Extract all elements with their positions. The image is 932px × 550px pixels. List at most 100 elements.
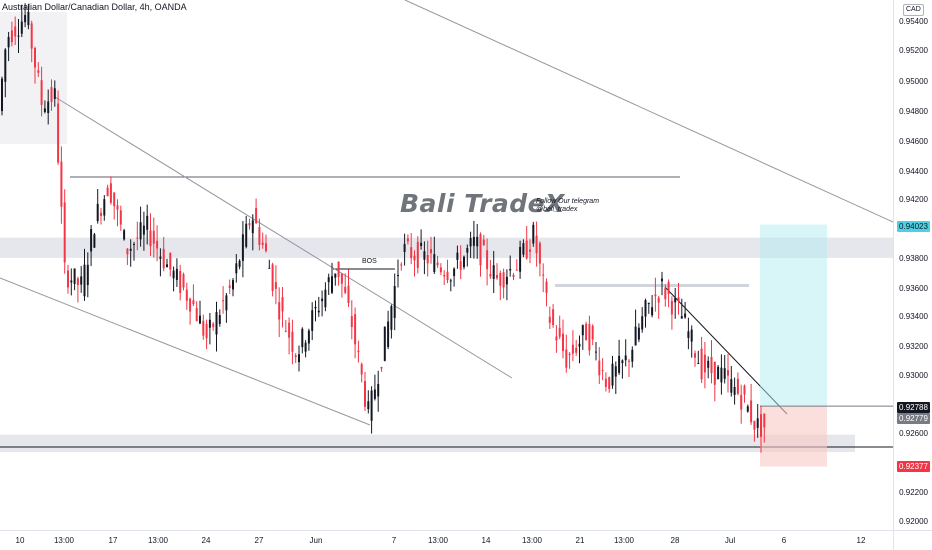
candle-body-up: [456, 252, 459, 260]
candle-body-down: [57, 103, 60, 163]
time-tick: 7: [391, 536, 397, 545]
candle-body-down: [670, 300, 673, 315]
candle-body-down: [542, 274, 545, 276]
candle-body-up: [331, 276, 333, 293]
candle-body-down: [558, 327, 561, 337]
candle-body-down: [763, 413, 766, 428]
candle-body-up: [644, 300, 647, 317]
candle-body-down: [76, 278, 79, 285]
candle-body-up: [476, 236, 479, 247]
price-tick: 0.95000: [899, 77, 928, 86]
candle-body-up: [687, 331, 690, 338]
candle-body-down: [37, 70, 40, 73]
candle-body-down: [525, 240, 528, 259]
time-tick: 21: [575, 536, 585, 545]
candle-body-up: [684, 313, 687, 318]
candle-body-down: [212, 323, 215, 328]
candle-body-down: [700, 348, 703, 380]
candle-body-down: [337, 261, 340, 277]
candle-body-down: [195, 308, 198, 321]
candle-body-down: [489, 273, 492, 277]
candle-body-up: [235, 263, 238, 274]
candle-body-down: [496, 275, 498, 279]
candle-body-up: [581, 325, 584, 336]
consolidation-box: [0, 12, 67, 144]
candle-body-down: [426, 254, 429, 264]
candle-body-down: [664, 288, 667, 300]
bid-price-tag: 0.92779: [897, 413, 930, 424]
candle-body-down: [443, 274, 446, 277]
candle-body-down: [60, 161, 63, 207]
time-tick: 12: [856, 536, 866, 545]
candle-body-down: [364, 381, 366, 407]
candle-body-down: [63, 202, 66, 263]
candle-body-up: [641, 316, 644, 330]
candle-body-down: [156, 240, 159, 249]
candle-body-down: [502, 272, 505, 288]
candle-body-down: [40, 80, 43, 105]
currency-badge[interactable]: CAD: [903, 4, 924, 16]
candle-body-down: [545, 281, 548, 293]
candle-body-up: [509, 269, 512, 271]
candle-body-down: [654, 294, 657, 297]
candle-body-up: [251, 220, 254, 234]
price-axis-border: [893, 0, 894, 550]
candle-body-up: [723, 368, 726, 379]
candle-body-up: [651, 307, 654, 316]
candle-body-down: [555, 336, 558, 341]
candle-body-down: [30, 23, 33, 49]
candle-body-down: [499, 272, 502, 286]
candle-body-down: [152, 230, 155, 244]
candle-body-up: [717, 366, 720, 380]
candle-body-up: [390, 306, 393, 330]
candle-body-down: [278, 302, 281, 320]
candle-body-up: [730, 379, 733, 393]
candle-body-up: [387, 321, 390, 348]
candle-body-down: [185, 289, 188, 301]
candle-body-up: [756, 418, 759, 428]
candle-body-up: [367, 401, 370, 410]
candle-body-down: [529, 249, 531, 252]
candle-body-down: [255, 208, 258, 224]
candle-body-down: [182, 274, 185, 288]
candle-body-up: [634, 326, 637, 346]
candle-body-down: [169, 252, 172, 270]
candle-body-up: [225, 295, 228, 311]
price-tick: 0.94800: [899, 107, 928, 116]
candle-body-up: [139, 222, 142, 240]
price-tick: 0.93200: [899, 342, 928, 351]
candle-body-up: [674, 298, 677, 303]
candle-body-up: [595, 351, 597, 353]
candle-body-up: [86, 264, 89, 286]
candle-body-up: [733, 387, 736, 395]
candle-body-down: [109, 183, 112, 203]
candle-body-down: [410, 247, 413, 259]
candle-body-down: [604, 378, 607, 387]
candle-body-up: [17, 35, 20, 37]
candle-body-up: [522, 243, 525, 255]
candle-body-up: [199, 315, 201, 324]
candle-body-down: [598, 360, 601, 376]
candle-body-up: [403, 243, 406, 252]
candle-body-up: [647, 303, 650, 305]
candle-body-up: [47, 101, 50, 114]
supply-zone: [0, 237, 893, 258]
price-tick: 0.93400: [899, 312, 928, 321]
candle-body-up: [43, 108, 46, 112]
candle-body-up: [631, 349, 634, 362]
candle-body-up: [334, 273, 337, 278]
candle-body-down: [189, 298, 192, 312]
candle-body-down: [258, 227, 261, 245]
price-tick: 0.92200: [899, 488, 928, 497]
candle-body-down: [430, 249, 432, 254]
candle-body-up: [532, 224, 535, 244]
candle-body-up: [238, 260, 241, 267]
time-tick: Jun: [309, 536, 323, 545]
candle-body-down: [294, 355, 297, 358]
candle-body-down: [727, 370, 729, 376]
candle-body-up: [393, 285, 396, 318]
candle-body-down: [588, 323, 591, 351]
price-tick: 0.92600: [899, 429, 928, 438]
